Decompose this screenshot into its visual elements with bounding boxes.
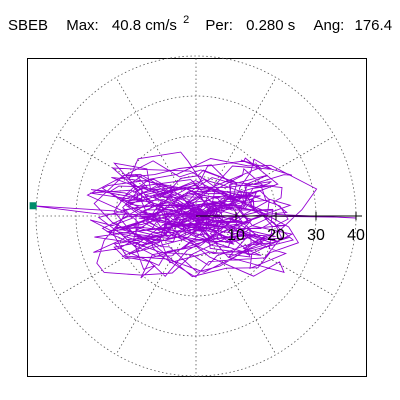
trace-path xyxy=(33,151,357,279)
grid-spoke-60 xyxy=(195,77,277,217)
radial-tick-label-30: 30 xyxy=(307,227,325,244)
max-label: Max: xyxy=(66,17,99,34)
radial-tick-label-20: 20 xyxy=(267,227,285,244)
radial-axis xyxy=(196,212,362,220)
radial-tick-labels: 10 20 30 40 xyxy=(227,227,365,244)
plot-header: SBEB Max: 40.8 cm/s 2 Per: 0.280 s Ang: … xyxy=(8,14,392,38)
max-unit-exponent: 2 xyxy=(183,14,190,26)
angle-value: 176.4 xyxy=(354,17,393,34)
period-label: Per: xyxy=(205,17,233,34)
max-value: 40.8 cm/s xyxy=(111,17,177,34)
radial-tick-label-10: 10 xyxy=(227,227,245,244)
grid-spoke-240 xyxy=(115,215,197,355)
grid-spoke-330 xyxy=(195,215,335,297)
grid-spoke-150 xyxy=(57,135,197,217)
radial-tick-label-40: 40 xyxy=(347,227,365,244)
motion-trace xyxy=(33,151,357,279)
period-value: 0.280 s xyxy=(246,17,296,34)
grid-spoke-120 xyxy=(115,77,197,217)
peak-marker xyxy=(29,202,37,210)
grid-spoke-300 xyxy=(195,215,277,355)
station-code: SBEB xyxy=(8,17,49,34)
angle-label: Ang: xyxy=(313,17,345,34)
peak-marker-layer xyxy=(29,202,37,210)
